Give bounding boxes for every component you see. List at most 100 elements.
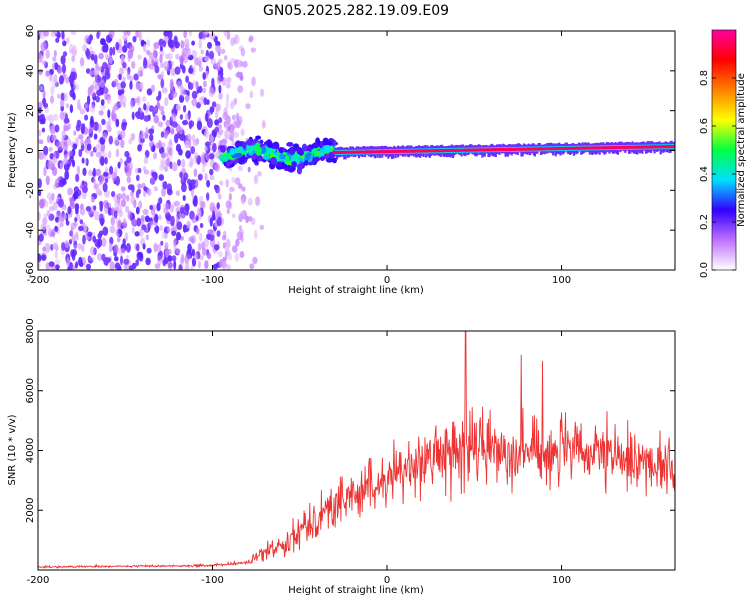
heatmap-cell	[52, 157, 58, 164]
heatmap-cell	[98, 230, 104, 236]
heatmap-cell	[201, 165, 205, 174]
heatmap-cell	[154, 213, 159, 223]
heatmap-cell	[39, 119, 44, 125]
heatmap-cell	[46, 192, 53, 200]
heatmap-cell	[63, 117, 70, 124]
heatmap-cell	[79, 57, 85, 67]
heatmap-cell	[90, 91, 97, 98]
heatmap-cell	[191, 40, 196, 46]
heatmap-cell	[146, 188, 152, 196]
heatmap-cell	[138, 107, 142, 113]
heatmap-cell	[99, 80, 106, 88]
heatmap-cell	[43, 166, 47, 177]
colorbar: 0.0 0.2 0.4 0.6 0.8 Normalized spectral ampl…	[699, 29, 747, 278]
heatmap-cell	[40, 223, 47, 231]
heatmap-cell	[179, 206, 185, 214]
heatmap-cell	[78, 134, 84, 140]
heatmap-cell	[236, 230, 243, 241]
heatmap-cell	[73, 240, 78, 249]
heatmap-cell	[105, 178, 109, 184]
heatmap-cell	[235, 72, 241, 78]
heatmap-cell	[130, 191, 134, 198]
heatmap-cell	[146, 216, 150, 222]
heatmap-cell	[71, 250, 76, 261]
heatmap-cell	[164, 166, 168, 172]
heatmap-cell	[218, 92, 224, 100]
heatmap-cell	[73, 191, 79, 200]
heatmap-cell	[183, 31, 188, 39]
heatmap-cell	[198, 39, 203, 49]
heatmap-cell	[52, 78, 58, 89]
heatmap-cell	[214, 244, 220, 251]
chart-title: GN05.2025.282.19.09.E09	[263, 3, 449, 19]
heatmap-cell	[136, 243, 140, 252]
heatmap-cell	[123, 163, 130, 174]
heatmap-cell	[223, 55, 228, 61]
heatmap-cell	[141, 96, 147, 102]
heatmap-cell	[38, 178, 42, 189]
heatmap-cell	[120, 199, 127, 208]
heatmap-cell	[191, 248, 195, 257]
heatmap-cell	[231, 114, 236, 121]
heatmap-cell	[73, 244, 78, 250]
heatmap-cell	[112, 46, 116, 56]
x-tick-label: -100	[201, 575, 224, 586]
heatmap-cell	[134, 97, 140, 104]
heatmap-cell	[126, 156, 132, 163]
heatmap-cell	[110, 216, 116, 226]
heatmap-cell	[137, 167, 142, 174]
heatmap-cell	[142, 243, 146, 250]
heatmap-cell	[54, 124, 60, 133]
heatmap-cell	[203, 80, 207, 88]
heatmap-cell	[195, 81, 199, 91]
heatmap-cell	[59, 162, 64, 170]
heatmap-cell	[79, 261, 84, 268]
heatmap-cell	[220, 48, 226, 55]
heatmap-cell	[117, 130, 122, 136]
heatmap-cell	[192, 139, 199, 147]
heatmap-cell	[76, 165, 81, 175]
heatmap-cell	[204, 172, 208, 181]
heatmap-cell	[246, 138, 253, 146]
heatmap-cell	[114, 244, 119, 254]
heatmap-cell	[143, 189, 147, 198]
heatmap-cell	[304, 159, 309, 166]
heatmap-cell	[93, 68, 99, 76]
heatmap-cell	[168, 147, 173, 156]
heatmap-cell	[185, 112, 190, 122]
heatmap-cell	[57, 141, 63, 151]
heatmap-cell	[171, 128, 175, 135]
heatmap-cell	[156, 100, 160, 110]
heatmap-cell	[234, 177, 241, 185]
heatmap-cell	[169, 81, 174, 91]
heatmap-cell	[100, 156, 105, 167]
heatmap-cell	[42, 89, 46, 99]
heatmap-cell	[97, 238, 103, 248]
heatmap-cell	[157, 121, 164, 128]
heatmap-cell	[167, 226, 171, 233]
heatmap-cell	[324, 144, 331, 150]
heatmap-cell	[153, 242, 158, 253]
heatmap-cell	[206, 179, 211, 188]
heatmap-cell	[38, 233, 44, 242]
heatmap-cell	[143, 156, 149, 165]
heatmap-cell	[230, 37, 235, 47]
heatmap-cell	[226, 264, 231, 270]
heatmap-cell	[87, 210, 92, 216]
heatmap-cell	[198, 96, 204, 106]
heatmap-cell	[158, 197, 163, 205]
heatmap-cell	[84, 114, 89, 121]
heatmap-cell	[210, 159, 215, 168]
x-tick-label: 0	[384, 575, 390, 586]
heatmap-cell	[254, 146, 262, 155]
heatmap-cell	[154, 263, 161, 269]
heatmap-cell	[253, 229, 258, 240]
heatmap-cell	[113, 78, 119, 87]
heatmap-cell	[71, 159, 76, 168]
heatmap-cell	[171, 60, 174, 67]
heatmap-cell	[100, 99, 105, 106]
heatmap-cell	[60, 55, 66, 65]
heatmap-cell	[160, 158, 164, 168]
heatmap-cell	[164, 97, 169, 107]
heatmap-cell	[61, 31, 65, 40]
